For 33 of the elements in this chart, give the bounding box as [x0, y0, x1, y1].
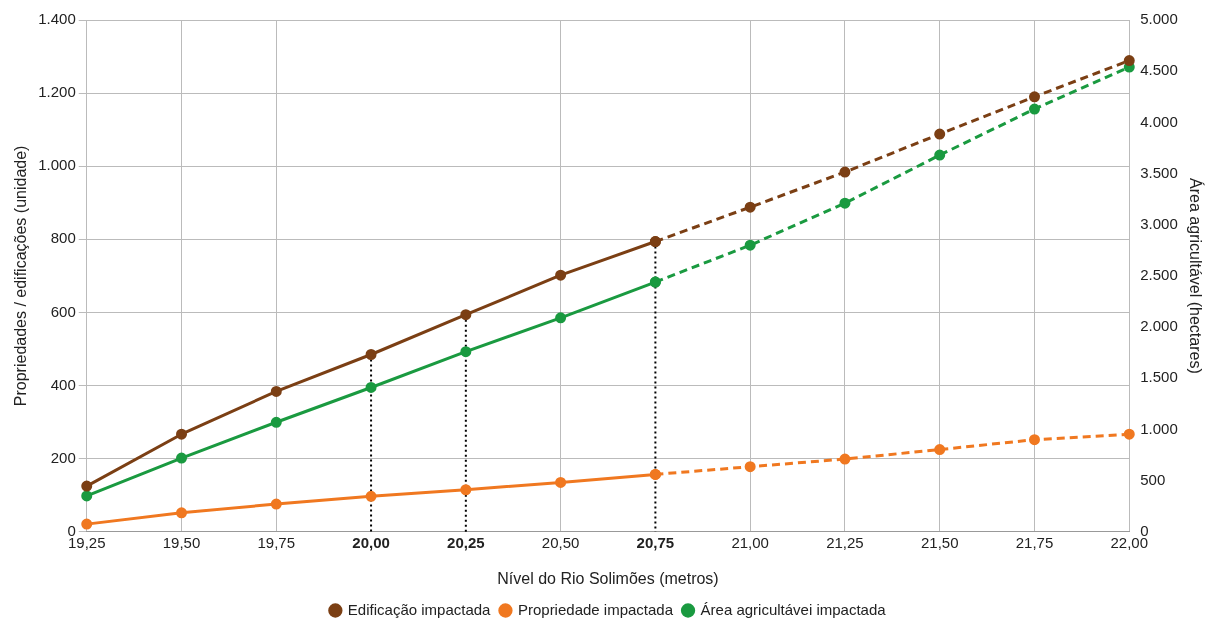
x-tick-label: 20,50 [541, 533, 580, 551]
y2-tick-label: 2.000 [1140, 317, 1178, 335]
y-tick-label: 800 [50, 229, 76, 247]
x-tick-label: 19,50 [162, 533, 201, 551]
x-tick-label: 21,50 [920, 533, 959, 551]
y2-tick-label: 4.000 [1140, 112, 1178, 130]
y-tick-label: 400 [50, 375, 76, 393]
x-tick-label: 20,25 [447, 533, 485, 551]
y2-tick-label: 500 [1140, 470, 1166, 488]
y2-tick-label: 5.000 [1140, 10, 1178, 28]
x-axis-title: Nível do Rio Solimões (metros) [497, 569, 719, 587]
y2-tick-label: 1.500 [1140, 368, 1178, 386]
y-tick-label: 600 [50, 302, 76, 320]
y-tick-label: 1.000 [38, 156, 76, 174]
x-tick-label: 21,75 [1015, 533, 1054, 551]
y-tick-label: 1.200 [38, 83, 76, 101]
y2-axis-title: Área agricultável (hectares) [1186, 178, 1205, 374]
x-tick-label: 21,00 [731, 533, 769, 551]
y2-tick-label: 3.500 [1140, 163, 1178, 181]
y2-tick-label: 4.500 [1140, 61, 1178, 79]
x-tick-label: 20,00 [352, 533, 390, 551]
y-axis-title: Propriedades / edificações (unidade) [12, 145, 30, 407]
x-tick-label: 21,25 [826, 533, 864, 551]
y2-tick-label: 3.000 [1140, 214, 1178, 232]
legend-label: Edificação impactada [347, 600, 492, 618]
y-tick-label: 200 [50, 448, 76, 466]
legend-label: Propriedade impactada [517, 600, 674, 618]
legend-label: Área agricultávei impactada [700, 600, 887, 618]
x-tick-label: 20,75 [636, 533, 675, 551]
y2-tick-label: 2.500 [1140, 266, 1178, 284]
x-tick-label: 19,75 [257, 533, 296, 551]
y2-tick-label: 1.000 [1140, 419, 1178, 437]
y-tick-label: 1.400 [38, 10, 76, 28]
